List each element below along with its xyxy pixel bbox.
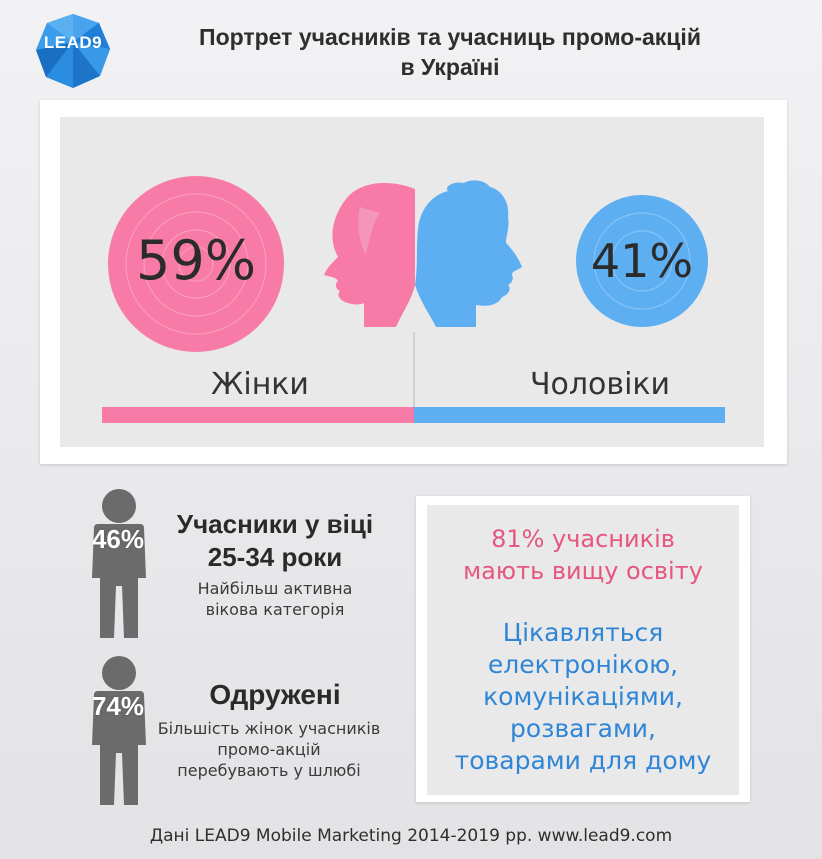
page-title-line1: Портрет учасників та учасниць промо-акці… bbox=[199, 24, 701, 50]
education-text: 81% учасників мають вищу освіту bbox=[427, 523, 739, 587]
interests-line5: товарами для дому bbox=[454, 746, 712, 775]
married-subtitle-line1: Більшість жінок учасників bbox=[157, 719, 381, 738]
married-percent: 74% bbox=[91, 691, 145, 721]
men-label: Чоловіки bbox=[529, 367, 671, 402]
married-title: Одружені bbox=[209, 679, 341, 710]
women-label: Жінки bbox=[211, 367, 309, 402]
women-circle-icon bbox=[108, 176, 284, 352]
lead9-logo: LEAD9 bbox=[34, 12, 112, 90]
age-title: Учасники у віці 25-34 роки bbox=[160, 508, 390, 574]
page-title: Портрет учасників та учасниць промо-акці… bbox=[150, 22, 750, 82]
person-figure-age: 46% bbox=[84, 488, 154, 638]
interests-line2: електронікою, bbox=[487, 650, 679, 679]
woman-head-icon bbox=[324, 183, 415, 327]
education-line2: мають вищу освіту bbox=[463, 557, 703, 585]
person-icon bbox=[92, 656, 146, 805]
age-title-line1: Учасники у віці bbox=[176, 509, 374, 539]
interests-line3: комунікаціями, bbox=[483, 682, 683, 711]
age-percent: 46% bbox=[91, 524, 145, 554]
gender-illustration bbox=[102, 176, 725, 423]
page-title-line2: в Україні bbox=[400, 54, 500, 80]
women-bar bbox=[102, 407, 414, 423]
age-subtitle: Найбільш активна вікова категорія bbox=[170, 578, 380, 620]
person-icon bbox=[92, 489, 146, 638]
men-circle-icon bbox=[576, 195, 708, 327]
logo-badge-icon bbox=[36, 14, 110, 88]
married-subtitle: Більшість жінок учасників промо-акцій пе… bbox=[150, 718, 388, 781]
interests-line1: Цікавляться bbox=[502, 618, 664, 647]
gender-panel-inner: 59% 41% Жінки Чоловіки bbox=[60, 117, 764, 447]
gender-panel: 59% 41% Жінки Чоловіки bbox=[40, 100, 787, 464]
interests-text: Цікавляться електронікою, комунікаціями,… bbox=[427, 617, 739, 777]
education-line1: 81% учасників bbox=[491, 525, 675, 553]
insights-card-inner: 81% учасників мають вищу освіту Цікавлят… bbox=[427, 505, 739, 795]
men-bar bbox=[414, 407, 725, 423]
age-title-line2: 25-34 роки bbox=[207, 542, 343, 572]
age-subtitle-line2: вікова категорія bbox=[205, 600, 345, 619]
married-subtitle-line3: перебувають у шлюбі bbox=[177, 761, 361, 780]
married-subtitle-line2: промо-акцій bbox=[217, 740, 321, 759]
insights-card: 81% учасників мають вищу освіту Цікавлят… bbox=[416, 496, 750, 802]
footer-credit: Дані LEAD9 Mobile Marketing 2014-2019 рр… bbox=[149, 826, 673, 846]
person-figure-married: 74% bbox=[84, 655, 154, 805]
men-percent: 41% bbox=[590, 234, 694, 288]
age-subtitle-line1: Найбільш активна bbox=[197, 579, 353, 598]
logo-text: LEAD9 bbox=[43, 33, 103, 52]
interests-line4: розвагами, bbox=[509, 714, 657, 743]
man-head-icon bbox=[415, 180, 522, 327]
women-percent: 59% bbox=[135, 229, 257, 292]
